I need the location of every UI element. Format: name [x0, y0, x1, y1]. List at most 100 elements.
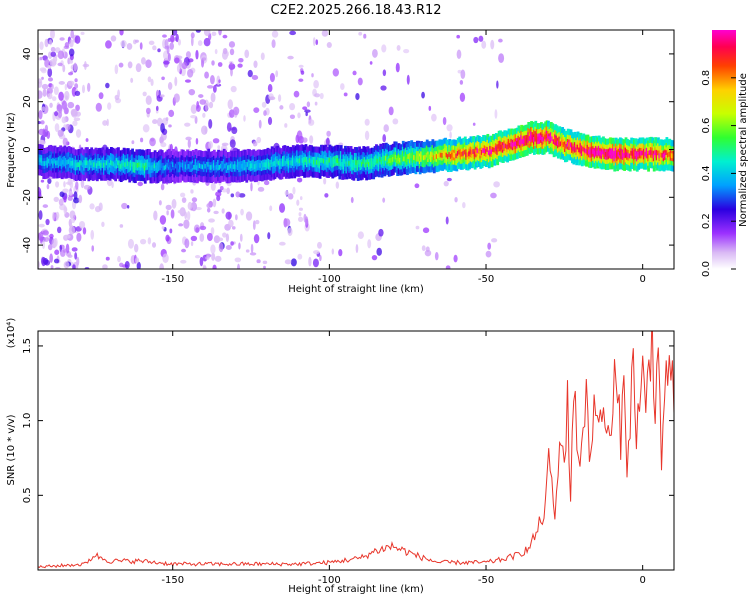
spectrogram-noise-cell — [454, 196, 458, 203]
spectrogram-noise-cell — [472, 122, 476, 126]
spectrogram-ridge-cell — [418, 156, 422, 162]
spectrogram-noise-cell — [201, 57, 207, 61]
spectrogram-x-tick-label: 0 — [639, 274, 645, 285]
spectrogram-noise-cell — [38, 90, 43, 99]
spectrogram-ridge-cell — [363, 159, 367, 165]
spectrogram-noise-cell — [135, 63, 142, 73]
spectrogram-ridge-cell — [177, 164, 181, 170]
spectrogram-noise-cell — [42, 240, 46, 249]
spectrogram-noise-cell — [102, 120, 108, 126]
spectrogram-noise-cell — [296, 199, 300, 206]
spectrogram-ridge-cell — [190, 164, 194, 170]
chart-title: C2E2.2025.266.18.43.R12 — [270, 3, 441, 18]
spectrogram-noise-cell — [181, 248, 187, 253]
spectrogram-noise-cell — [153, 210, 158, 221]
spectrogram-noise-cell — [140, 238, 147, 245]
spectrogram-noise-cell — [258, 119, 262, 129]
spectrogram-noise-cell — [227, 99, 234, 110]
spectrogram-noise-cell — [49, 102, 53, 108]
spectrogram-noise-cell — [212, 198, 217, 208]
snr-x-axis-label: Height of straight line (km) — [288, 584, 424, 595]
spectrogram-ridge-cell — [197, 163, 201, 169]
spectrogram-noise-cell — [54, 266, 61, 269]
spectrogram-ridge-cell — [110, 160, 113, 165]
spectrogram-noise-cell — [150, 78, 154, 87]
spectrogram-noise-cell — [214, 255, 222, 262]
spectrogram-ridge-cell — [176, 164, 180, 170]
spectrogram-ridge-cell — [413, 155, 416, 160]
spectrogram-ridge-cell — [637, 151, 641, 157]
spectrogram-noise-cell — [44, 38, 49, 48]
spectrogram-noise-cell — [155, 105, 159, 112]
spectrogram-noise-cell — [105, 82, 110, 89]
spectrogram-noise-cell — [74, 35, 81, 44]
spectrogram-noise-cell — [40, 179, 45, 183]
spectrogram-ridge-cell — [331, 160, 335, 166]
spectrogram-noise-cell — [218, 79, 221, 84]
spectrogram-ridge-cell — [590, 149, 594, 155]
spectrogram-noise-cell — [201, 58, 205, 68]
spectrogram-ridge-cell — [595, 148, 598, 154]
spectrogram-noise-cell — [298, 78, 304, 82]
spectrogram-noise-cell — [161, 76, 165, 81]
spectrogram-noise-cell — [68, 191, 73, 196]
spectrogram-y-ticks: -40 -20 0 20 40 — [22, 48, 674, 253]
spectrogram-ridge-cell — [400, 157, 404, 163]
spectrogram-x-ticks: -150 -100 -50 0 — [161, 30, 646, 285]
spectrogram-y-tick-label: -20 — [22, 189, 33, 205]
spectrogram-noise-cell — [326, 42, 332, 49]
spectrogram-noise-cell — [195, 104, 201, 112]
spectrogram-ridge-cell — [540, 135, 543, 141]
spectrogram-noise-cell — [251, 74, 259, 81]
spectrogram-noise-cell — [260, 52, 265, 61]
spectrogram-noise-cell — [114, 64, 119, 75]
spectrogram-ridge-cell — [565, 143, 569, 149]
spectrogram-noise-cell — [58, 81, 65, 85]
spectrogram-noise-cell — [168, 124, 172, 128]
spectrogram-noise-cell — [445, 216, 449, 225]
spectrogram-noise-cell — [490, 192, 497, 199]
spectrogram-noise-cell — [59, 191, 65, 198]
spectrogram-noise-cell — [121, 202, 128, 210]
spectrogram-noise-cell — [253, 60, 258, 68]
spectrogram-ridge-cell — [602, 149, 605, 155]
spectrogram-noise-cell — [69, 210, 76, 220]
spectrogram-noise-cell — [174, 76, 178, 87]
spectrogram-noise-cell — [298, 212, 302, 217]
spectrogram-ridge-cell — [311, 159, 315, 165]
spectrogram-ridge-cell — [69, 160, 72, 165]
spectrogram-noise-cell — [42, 128, 46, 138]
spectrogram-noise-cell — [194, 254, 201, 259]
spectrogram-ridge-cell — [492, 147, 495, 152]
spectrogram-ridge-cell — [348, 160, 352, 166]
spectrogram-ridge-cell — [631, 151, 635, 156]
spectrogram-noise-cell — [70, 30, 75, 39]
spectrogram-ridge-cell — [446, 154, 450, 159]
spectrogram-ridge-cell — [46, 160, 50, 165]
spectrogram-noise-cell — [257, 186, 265, 192]
spectrogram-noise-cell — [443, 180, 449, 187]
spectrogram-noise-cell — [212, 138, 220, 144]
spectrogram-noise-cell — [105, 40, 112, 49]
spectrogram-noise-cell — [38, 78, 43, 82]
spectrogram-noise-cell — [106, 118, 109, 127]
spectrogram-ridge-cell — [280, 161, 284, 167]
spectrogram-ridge-cell — [318, 160, 322, 166]
spectrogram-noise-cell — [446, 177, 452, 182]
spectrogram-ridge-cell — [657, 150, 660, 156]
spectrogram-noise-cell — [218, 30, 222, 36]
spectrogram-noise-cell — [41, 76, 44, 80]
spectrogram-noise-cell — [222, 47, 228, 55]
spectrogram-ridge-cell — [428, 154, 432, 160]
snr-x-tick-label: -100 — [318, 575, 341, 586]
spectrogram-noise-cell — [190, 36, 194, 47]
spectrogram-ridge-cell — [486, 147, 490, 152]
spectrogram-ridge-cell — [94, 160, 98, 166]
spectrogram-noise-cell — [376, 247, 382, 256]
spectrogram-ridge-cell — [218, 165, 222, 170]
spectrogram-noise-cell — [300, 70, 305, 75]
spectrogram-noise-cell — [421, 91, 425, 99]
spectrogram-ridge-cell — [289, 160, 292, 165]
spectrogram-ridge-cell — [322, 158, 326, 164]
spectrogram-noise-cell — [358, 31, 363, 36]
